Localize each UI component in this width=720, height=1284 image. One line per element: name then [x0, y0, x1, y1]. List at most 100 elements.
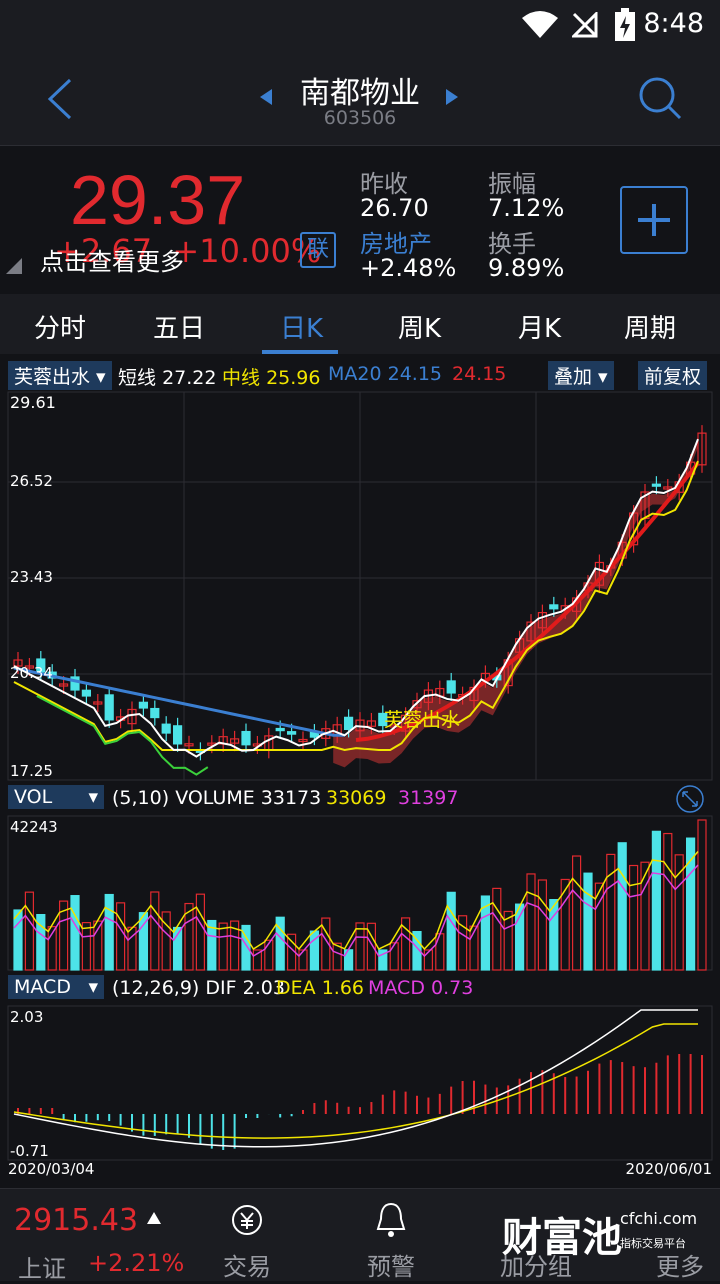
amplitude-label: 振幅 — [488, 170, 536, 198]
expand-icon[interactable] — [674, 784, 706, 814]
volume-bar — [412, 930, 422, 971]
signal-label: 芙蓉出水 — [384, 709, 460, 731]
macd-dif: (12,26,9) DIF 2.03 — [112, 977, 285, 999]
turnover-label: 换手 — [488, 230, 536, 258]
volume-bar — [378, 949, 388, 971]
corner-arrow-icon — [6, 258, 22, 274]
tab-monthly[interactable]: 月K — [518, 314, 562, 344]
overlay-label: 叠加 — [554, 366, 593, 388]
related-button[interactable]: 联 — [300, 232, 336, 268]
next-stock-icon[interactable] — [444, 87, 460, 107]
volume-max-label: 42243 — [10, 818, 58, 836]
volume-ma5-line — [13, 851, 699, 951]
watermark-sub: 指标交易平台 — [620, 1237, 686, 1250]
prev-close-value: 26.70 — [360, 194, 429, 222]
bell-icon — [376, 1202, 406, 1237]
y-label-3: 23.43 — [10, 568, 53, 586]
candle — [663, 486, 673, 490]
volume-bar — [218, 922, 228, 971]
volume-bar — [674, 854, 684, 971]
volume-chart: 42243 — [7, 815, 713, 971]
candle — [70, 676, 80, 691]
sector-label[interactable]: 房地产 — [360, 230, 432, 258]
volume-bar — [366, 922, 376, 971]
tab-five-day[interactable]: 五日 — [153, 314, 206, 344]
macd-dea: DEA 1.66 — [276, 977, 364, 999]
volume-bar — [24, 891, 34, 971]
adjust-select[interactable]: 前复权 — [638, 361, 708, 390]
macd-dea-line — [13, 1023, 698, 1139]
volume-values: (5,10) VOLUME 33173 — [112, 787, 322, 809]
trade-icon — [232, 1205, 262, 1235]
kline-chart[interactable]: 29.61 26.52 23.43 20.34 17.25 芙蓉出水 — [0, 390, 720, 782]
candle — [378, 712, 388, 727]
volume-bar — [401, 917, 411, 971]
nav-add-group[interactable]: 加分组 — [500, 1253, 572, 1281]
index-change: +2.21% — [88, 1249, 185, 1277]
volume-bar — [583, 872, 593, 971]
index-value[interactable]: 2915.43 — [14, 1203, 139, 1238]
ma20-label: MA20 24.15 — [328, 363, 443, 385]
volume-bar — [446, 891, 456, 971]
add-watchlist-button[interactable] — [620, 186, 688, 254]
candle — [412, 700, 422, 709]
volume-ma10-line — [13, 864, 699, 958]
y-label-bottom: 17.25 — [10, 762, 53, 780]
tab-intraday[interactable]: 分时 — [34, 314, 87, 344]
volume-bar — [161, 911, 171, 971]
nav-alert[interactable]: 预警 — [367, 1253, 415, 1281]
candle — [549, 604, 559, 610]
back-icon[interactable] — [44, 78, 74, 120]
volume-bar — [458, 915, 468, 971]
volume-bar — [685, 837, 696, 971]
stock-name: 南都物业 — [300, 76, 420, 111]
up-arrow-icon — [147, 1212, 161, 1224]
volume-bar — [697, 819, 707, 971]
volume-bar — [275, 916, 285, 971]
clock: 8:48 — [643, 8, 704, 39]
candle — [58, 683, 69, 687]
candle — [697, 432, 707, 466]
volume-bar — [549, 899, 559, 971]
y-label-top: 29.61 — [10, 393, 56, 412]
index-name: 上证 — [18, 1255, 66, 1283]
tab-weekly[interactable]: 周K — [398, 314, 442, 344]
prev-stock-icon[interactable] — [258, 87, 274, 107]
macd-value: MACD 0.73 — [368, 977, 474, 999]
volume-bar — [184, 902, 194, 971]
more-hint[interactable]: 点击查看更多 — [40, 248, 184, 276]
candle — [651, 483, 662, 487]
nav-more[interactable]: 更多 — [656, 1253, 704, 1281]
kline-indicator-row: 芙蓉出水 ▾ 短线 27.22 中线 25.96 MA20 24.15 24.1… — [0, 360, 720, 390]
volume-bar — [628, 864, 639, 971]
volume-bar — [606, 853, 616, 971]
volume-indicator-row: VOL ▾ (5,10) VOLUME 33173 33069 31397 — [0, 784, 720, 814]
tab-daily[interactable]: 日K — [280, 314, 324, 344]
volume-bar — [594, 882, 605, 971]
watermark-site: cfchi.com — [620, 1209, 698, 1228]
volume-bar — [435, 933, 445, 971]
search-icon[interactable] — [638, 76, 682, 120]
volume-ma10: 31397 — [398, 787, 459, 809]
overlay-select[interactable]: 叠加 ▾ — [548, 361, 614, 390]
macd-chart: 2.03 -0.71 2020/03/04 2020/06/01 — [7, 1005, 713, 1178]
prev-close-label: 昨收 — [360, 170, 408, 198]
mid-line — [13, 460, 699, 752]
volume-bar — [651, 830, 662, 971]
volume-bar — [241, 924, 251, 971]
macd-indicator-select[interactable]: MACD ▾ — [8, 975, 104, 999]
tab-period[interactable]: 周期 — [624, 314, 677, 344]
volume-indicator-select[interactable]: VOL ▾ — [8, 785, 104, 809]
volume-bar — [13, 909, 23, 971]
no-signal-icon — [572, 12, 598, 38]
volume-bar — [298, 949, 308, 971]
candle — [366, 720, 376, 727]
ma20-line — [13, 666, 345, 737]
kline-indicator-select[interactable]: 芙蓉出水 ▾ — [8, 361, 112, 390]
candle — [344, 716, 354, 731]
green-line — [36, 695, 209, 776]
nav-trade[interactable]: 交易 — [223, 1253, 271, 1281]
volume-bar — [36, 913, 46, 971]
plus-icon — [638, 204, 670, 236]
quote-panel: 29.37 +2.67 +10.00% 点击查看更多 联 昨收 26.70 房地… — [0, 146, 720, 292]
